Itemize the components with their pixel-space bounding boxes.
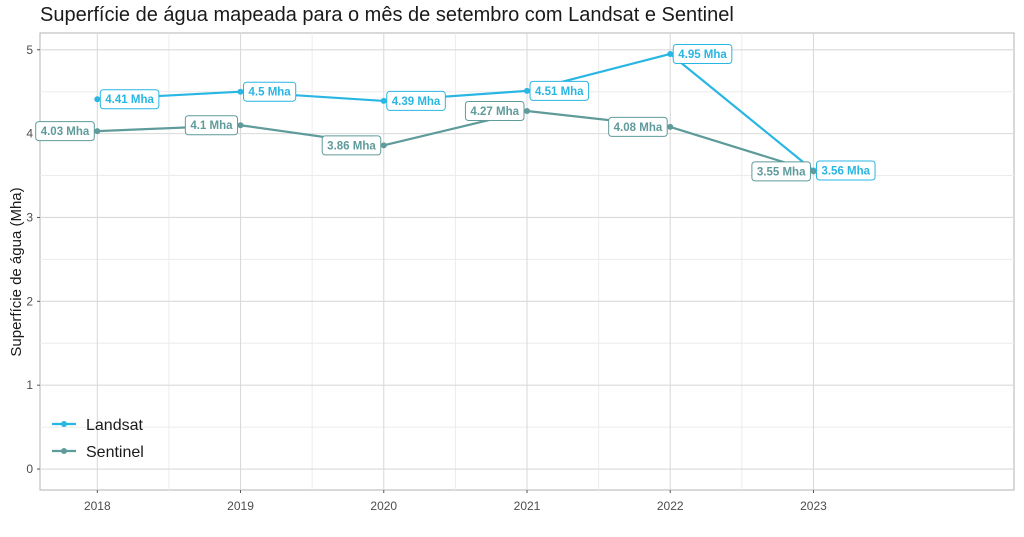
- sentinel-data-label-text: 4.03 Mha: [41, 126, 90, 138]
- y-axis: 0 1 2 3 4 5: [26, 43, 40, 476]
- y-tick-label: 2: [26, 294, 33, 308]
- x-tick-label: 2021: [514, 499, 541, 513]
- sentinel-data-point: [810, 168, 817, 175]
- landsat-data-label-text: 3.56 Mha: [821, 166, 870, 178]
- landsat-data-label-text: 4.41 Mha: [105, 94, 154, 106]
- landsat-data-label-box: [815, 160, 876, 181]
- sentinel-data-label-text: 4.1 Mha: [190, 120, 233, 132]
- landsat-data-label: 4.51 Mha: [529, 80, 590, 101]
- landsat-data-label-box: [672, 43, 733, 64]
- sentinel-legend-point: [61, 448, 67, 454]
- landsat-data-label-text: 4.95 Mha: [678, 49, 727, 61]
- x-tick-label: 2023: [800, 499, 827, 513]
- landsat-data-label: 3.56 Mha: [815, 160, 876, 181]
- sentinel-data-label: 4.08 Mha: [608, 116, 668, 137]
- sentinel-data-label-text: 3.55 Mha: [757, 166, 806, 178]
- sentinel-data-label-box: [464, 100, 525, 121]
- landsat-data-label: 4.95 Mha: [672, 43, 733, 64]
- y-tick-label: 4: [26, 127, 33, 141]
- x-axis: 2018 2019 2020 2021 2022 2023: [84, 490, 827, 513]
- x-tick-label: 2022: [657, 499, 684, 513]
- chart-title: Superfície de água mapeada para o mês de…: [40, 4, 734, 26]
- landsat-data-label: 4.41 Mha: [99, 89, 160, 110]
- sentinel-data-label-box: [751, 161, 811, 182]
- y-tick-label: 3: [26, 210, 33, 224]
- landsat-data-label-text: 4.51 Mha: [535, 86, 584, 98]
- sentinel-data-label: 4.03 Mha: [35, 121, 95, 142]
- landsat-data-label: 4.39 Mha: [386, 90, 446, 111]
- sentinel-data-label: 4.1 Mha: [184, 115, 239, 136]
- landsat-data-label-text: 4.39 Mha: [392, 96, 441, 108]
- y-axis-title: Superfície de água (Mha): [8, 187, 25, 356]
- landsat-data-point: [524, 87, 530, 94]
- sentinel-data-point: [237, 122, 244, 129]
- legend: Landsat Sentinel: [52, 417, 144, 461]
- landsat-data-point: [380, 97, 387, 104]
- sentinel-data-label-text: 3.86 Mha: [327, 140, 376, 152]
- sentinel-data-point: [524, 107, 530, 114]
- landsat-series-line: [97, 52, 815, 172]
- landsat-data-label-text: 4.5 Mha: [249, 87, 292, 99]
- landsat-data-label: 4.5 Mha: [243, 81, 297, 102]
- landsat-data-point: [94, 96, 101, 103]
- landsat-data-point: [237, 88, 244, 95]
- grid-lines: [40, 33, 1014, 490]
- x-tick-label: 2019: [227, 499, 254, 513]
- sentinel-data-label: 3.86 Mha: [321, 135, 382, 156]
- sentinel-data-label-box: [35, 121, 95, 142]
- y-tick-label: 5: [26, 43, 33, 57]
- sentinel-data-point: [94, 128, 101, 135]
- sentinel-data-label-box: [608, 116, 668, 137]
- sentinel-data-label-text: 4.08 Mha: [614, 122, 663, 134]
- sentinel-data-point: [667, 123, 674, 130]
- y-tick-label: 0: [26, 462, 33, 476]
- landsat-data-point: [667, 50, 674, 57]
- landsat-legend-label: Landsat: [86, 417, 143, 434]
- x-tick-label: 2020: [370, 499, 397, 513]
- landsat-data-label-box: [529, 80, 590, 101]
- landsat-legend-point: [61, 421, 67, 427]
- x-tick-label: 2018: [84, 499, 111, 513]
- sentinel-data-label-box: [184, 115, 239, 136]
- sentinel-data-label-box: [321, 135, 382, 156]
- landsat-data-label-box: [386, 90, 446, 111]
- sentinel-data-label-text: 4.27 Mha: [470, 106, 519, 118]
- landsat-data-label-box: [243, 81, 297, 102]
- sentinel-data-label: 4.27 Mha: [464, 100, 525, 121]
- data-labels: 4.41 Mha 4.5 Mha 4.39 Mha 4.51 Mha 4.95 Mha 3…: [35, 43, 876, 182]
- sentinel-data-label: 3.55 Mha: [751, 161, 811, 182]
- sentinel-legend-label: Sentinel: [86, 444, 144, 461]
- sentinel-data-point: [380, 142, 387, 149]
- landsat-data-label-box: [99, 89, 160, 110]
- y-tick-label: 1: [26, 378, 33, 392]
